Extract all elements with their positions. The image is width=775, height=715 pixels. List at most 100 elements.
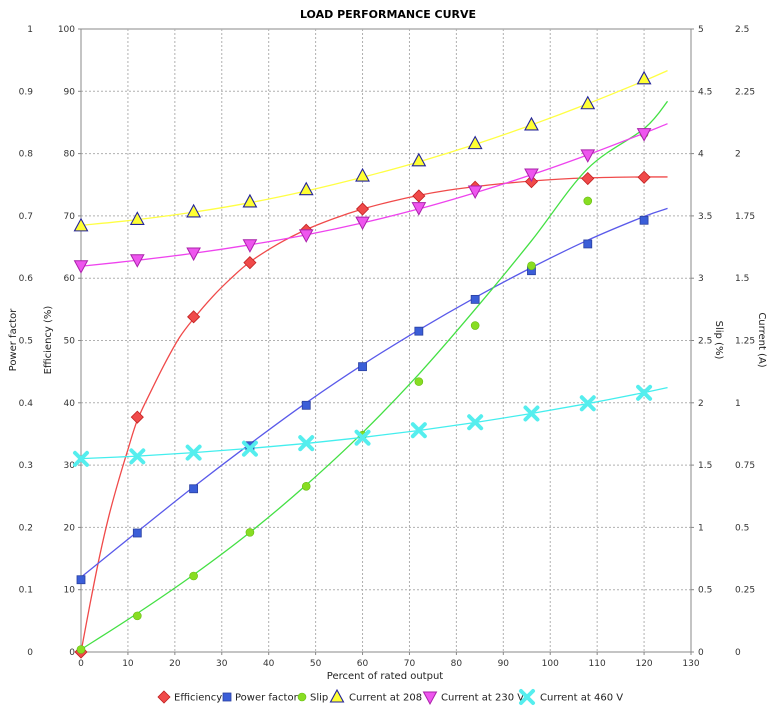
data-point-slip [189, 571, 198, 581]
efficiency-tick-label: 80 [64, 150, 76, 160]
data-point-power-factor [470, 294, 480, 304]
data-point-current-at-208-v [355, 167, 370, 182]
data-point-current-at-208-v [73, 217, 89, 232]
legend-label-power-factor: Power factor [235, 693, 299, 704]
x-tick-label: 90 [498, 659, 510, 669]
data-point-power-factor [132, 528, 142, 538]
data-point-current-at-208-v [298, 181, 314, 196]
power-factor-tick-label: 0.4 [19, 399, 34, 409]
data-point-efficiency [130, 410, 144, 424]
legend-marker-current-at-230-v [422, 691, 438, 706]
current-tick-label: 1.75 [735, 212, 755, 222]
efficiency-tick-label: 10 [64, 586, 76, 596]
power-factor-tick-label: 0.3 [19, 461, 33, 471]
power-factor-tick-label: 0.1 [19, 586, 33, 596]
data-point-current-at-460-v [73, 450, 89, 467]
data-point-current-at-460-v [241, 440, 258, 457]
data-point-current-at-230-v [467, 185, 483, 200]
series-markers [73, 70, 653, 659]
efficiency-tick-label: 0 [69, 648, 75, 658]
legend-label-efficiency: Efficiency [174, 693, 222, 704]
power-factor-tick-label: 0.8 [19, 150, 34, 160]
data-point-efficiency [412, 189, 426, 203]
slip-tick-label: 4.5 [698, 87, 712, 97]
slip-tick-label: 0 [698, 648, 704, 658]
data-point-current-at-460-v [467, 414, 484, 431]
data-point-current-at-208-v [467, 135, 483, 150]
data-point-slip [301, 481, 311, 491]
data-point-power-factor [301, 400, 311, 410]
x-tick-label: 30 [216, 659, 228, 669]
x-tick-label: 60 [357, 659, 369, 669]
x-tick-label: 0 [78, 659, 84, 669]
data-point-current-at-208-v [524, 116, 539, 131]
data-point-current-at-230-v [580, 149, 596, 163]
current-tick-label: 2.5 [735, 25, 749, 35]
legend-marker-current-at-208-v [329, 688, 345, 703]
data-point-efficiency [243, 256, 257, 270]
data-point-current-at-230-v [186, 247, 201, 262]
data-point-current-at-460-v [579, 395, 596, 412]
slip-tick-label: 1 [698, 523, 704, 533]
data-point-current-at-230-v [298, 229, 314, 243]
slip-tick-label: 0.5 [698, 586, 712, 596]
legend-label-current-at-230-v: Current at 230 V [441, 693, 524, 704]
legend-marker-power-factor [222, 692, 232, 702]
power-factor-tick-label: 0.6 [19, 274, 34, 284]
power-factor-axis-title: Power factor [8, 308, 19, 372]
legend: Efficiency Power factor Slip Current at 208… [157, 688, 623, 706]
data-point-current-at-230-v [524, 168, 539, 183]
power-factor-tick-label: 0.5 [19, 337, 33, 347]
efficiency-tick-label: 30 [64, 461, 76, 471]
series-line-current-at-460-v [80, 386, 668, 460]
current-tick-label: 0.25 [735, 586, 755, 596]
efficiency-tick-label: 90 [64, 87, 76, 97]
legend-label-current-at-208-v: Current at 208 V [349, 693, 432, 704]
data-point-current-at-230-v [355, 216, 370, 231]
x-tick-label: 40 [263, 659, 275, 669]
data-point-current-at-208-v [580, 95, 596, 110]
data-point-power-factor [583, 239, 593, 249]
efficiency-tick-label: 20 [64, 523, 76, 533]
legend-marker-efficiency [157, 690, 171, 704]
x-axis-title: Percent of rated output [327, 671, 444, 682]
current-tick-label: 0.75 [735, 461, 755, 471]
data-point-power-factor [358, 362, 367, 372]
data-point-slip [527, 261, 536, 271]
x-tick-label: 50 [310, 659, 322, 669]
data-point-current-at-230-v [129, 254, 145, 268]
data-point-power-factor [414, 326, 424, 336]
slip-tick-label: 3.5 [698, 212, 712, 222]
legend-marker-slip [297, 692, 307, 702]
data-point-current-at-230-v [636, 128, 652, 142]
efficiency-tick-label: 100 [58, 25, 75, 35]
x-tick-label: 10 [122, 659, 134, 669]
current-tick-label: 1 [735, 399, 741, 409]
data-point-current-at-230-v [411, 202, 427, 216]
data-point-current-at-460-v [523, 405, 540, 422]
slip-tick-label: 1.5 [698, 461, 712, 471]
efficiency-tick-label: 50 [64, 337, 76, 347]
slip-tick-label: 4 [698, 150, 704, 160]
data-point-current-at-230-v [242, 239, 258, 253]
data-point-current-at-230-v [73, 260, 89, 274]
data-point-current-at-208-v [242, 193, 258, 208]
slip-tick-label: 5 [698, 25, 704, 35]
current-tick-label: 0 [735, 648, 741, 658]
x-tick-label: 100 [542, 659, 559, 669]
data-point-current-at-208-v [636, 70, 652, 85]
slip-tick-label: 3 [698, 274, 704, 284]
power-factor-tick-label: 0.9 [19, 87, 34, 97]
series-line-efficiency [80, 176, 668, 653]
data-point-slip [470, 321, 480, 330]
slip-axis-title: Slip (%) [713, 321, 724, 360]
data-point-power-factor [189, 484, 199, 494]
x-tick-label: 130 [682, 659, 699, 669]
x-tick-label: 70 [404, 659, 416, 669]
axes: 0 10 20 30 40 50 60 70 80 90 100 110 120 13000.10.20.… [19, 25, 755, 669]
data-point-slip [245, 528, 255, 537]
current-tick-label: 1.25 [735, 337, 755, 347]
x-tick-label: 110 [589, 659, 606, 669]
data-point-current-at-208-v [411, 152, 427, 167]
